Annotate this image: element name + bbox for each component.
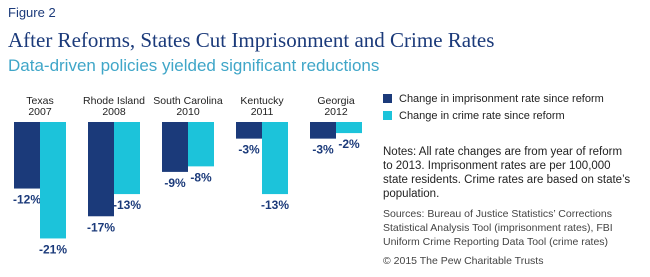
value-label: -2% [338, 137, 360, 151]
value-label: -13% [113, 198, 141, 212]
bar [310, 122, 336, 139]
x-tick-label: 2010 [176, 106, 200, 118]
legend-label: Change in crime rate since reform [399, 110, 565, 122]
bar [162, 122, 188, 172]
note: to 2013. Imprisonment rates are per 100,… [383, 160, 611, 172]
x-tick-label: 2008 [102, 106, 126, 118]
value-label: -21% [39, 242, 67, 256]
x-tick-label: Georgia [317, 95, 355, 107]
source: Statistical Analysis Tool (imprisonment … [383, 222, 613, 234]
bar [114, 122, 140, 195]
x-tick-label: Kentucky [240, 95, 284, 107]
x-tick-label: Texas [26, 95, 53, 107]
value-label: -13% [261, 198, 289, 212]
x-tick-label: 2011 [251, 106, 274, 118]
legend-label: Change in imprisonment rate since reform [399, 93, 604, 105]
value-label: -17% [87, 220, 115, 234]
note: population. [383, 188, 439, 200]
value-label: -8% [190, 170, 212, 184]
legend-swatch [383, 111, 392, 120]
x-tick-label: 2012 [324, 106, 348, 118]
bar [88, 122, 114, 217]
legend-swatch [383, 94, 392, 103]
bar [262, 122, 288, 195]
figure-label: Figure 2 [8, 5, 56, 20]
value-label: -3% [312, 143, 334, 157]
bar [188, 122, 214, 167]
bar [40, 122, 66, 239]
note: state residents. Crime rates are based o… [383, 174, 630, 186]
x-tick-label: South Carolina [153, 95, 223, 107]
chart-subtitle: Data-driven policies yielded significant… [8, 56, 379, 75]
value-label: -12% [13, 193, 41, 207]
value-label: -9% [164, 176, 186, 190]
source: Sources: Bureau of Justice Statistics’ C… [383, 208, 612, 220]
x-tick-label: Rhode Island [83, 95, 145, 107]
note: Notes: All rate changes are from year of… [383, 146, 622, 158]
bar [336, 122, 362, 134]
credit: © 2015 The Pew Charitable Trusts [383, 255, 543, 267]
bar [236, 122, 262, 139]
x-tick-label: 2007 [28, 106, 52, 118]
bar [14, 122, 40, 189]
source: Uniform Crime Reporting Data Tool (crime… [383, 236, 608, 248]
chart-title: After Reforms, States Cut Imprisonment a… [8, 28, 494, 52]
value-label: -3% [238, 143, 260, 157]
